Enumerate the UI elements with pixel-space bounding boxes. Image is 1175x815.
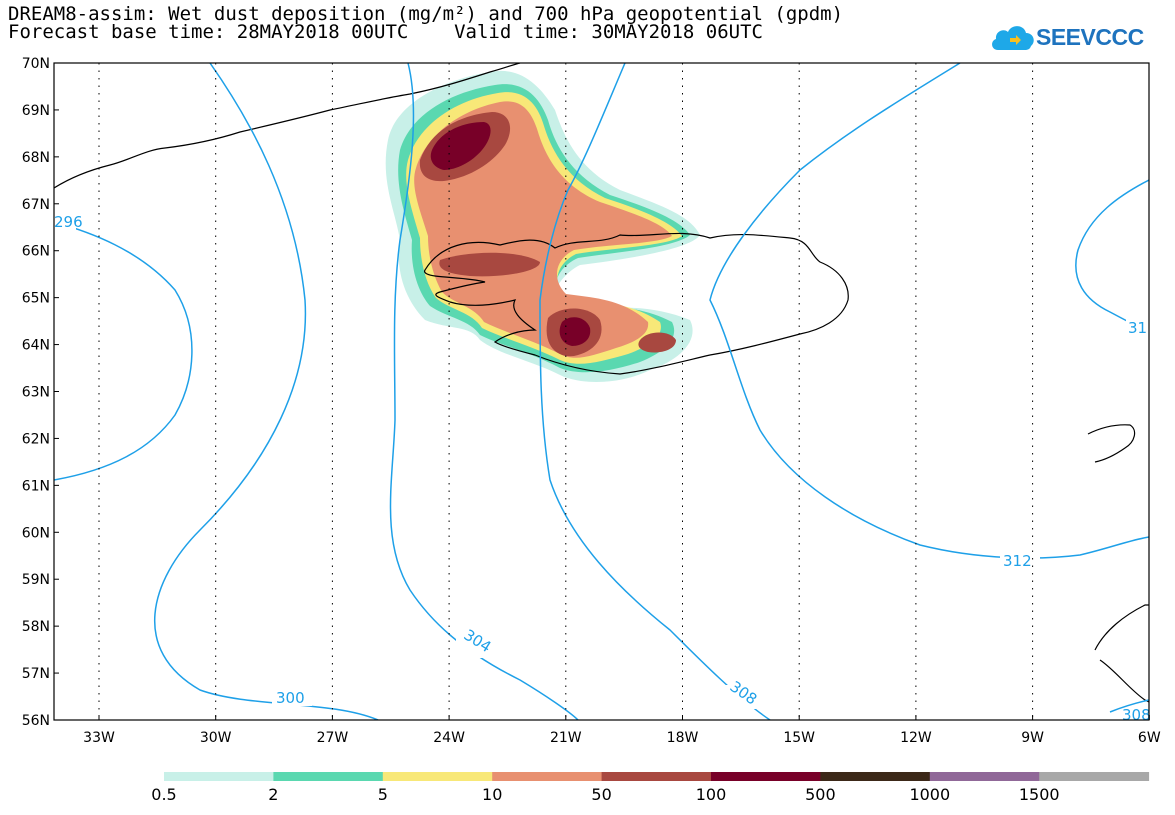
legend-label: 2 <box>268 785 278 804</box>
legend-label: 1000 <box>909 785 950 804</box>
lon-label: 24W <box>433 730 465 746</box>
axis-ticks <box>54 62 1150 721</box>
lat-label: 68N <box>22 150 50 166</box>
legend-swatch <box>492 772 603 781</box>
legend-label: 10 <box>482 785 502 804</box>
lon-label: 18W <box>667 730 699 746</box>
dust-level-50c <box>638 332 676 353</box>
legend-label: 1500 <box>1019 785 1060 804</box>
coastlines <box>54 63 1149 703</box>
legend-swatch <box>382 772 493 781</box>
contour-label-316: 31 <box>1128 319 1147 337</box>
lon-label: 21W <box>550 730 582 746</box>
legend-swatch <box>711 772 821 781</box>
lat-label: 61N <box>22 478 50 494</box>
lat-label: 57N <box>22 666 50 682</box>
legend-swatch <box>929 772 1040 781</box>
lat-label: 67N <box>22 197 50 213</box>
dust-level-100 <box>430 122 491 170</box>
lat-label: 59N <box>22 572 50 588</box>
grid-lines <box>98 63 1034 720</box>
lon-label: 30W <box>200 730 232 746</box>
logo-text: SEEVCCC <box>1036 24 1144 50</box>
lon-label: 12W <box>900 730 932 746</box>
contour-308 <box>539 63 771 720</box>
lat-label: 58N <box>22 619 50 635</box>
legend-label: 5 <box>378 785 388 804</box>
contour-304 <box>389 63 579 720</box>
lat-label: 69N <box>22 103 50 119</box>
lon-label: 15W <box>783 730 815 746</box>
lat-tick-labels: 70N 69N 68N 67N 66N 65N 64N 63N 62N 61N 60N 59N 58N 5… <box>22 56 50 729</box>
contour-label-300: 300 <box>276 689 305 707</box>
contour-312 <box>709 63 1149 559</box>
lon-label: 27W <box>317 730 349 746</box>
legend-label: 500 <box>805 785 836 804</box>
lon-label: 6W <box>1138 730 1161 746</box>
legend-label: 0.5 <box>151 785 176 804</box>
lat-label: 66N <box>22 244 50 260</box>
lon-label: 9W <box>1021 730 1044 746</box>
contour-296 <box>54 221 193 481</box>
chart-title: DREAM8-assim: Wet dust deposition (mg/m²… <box>8 3 844 25</box>
legend-swatch <box>820 772 931 781</box>
lat-label: 56N <box>22 713 50 729</box>
contour-label-296: 296 <box>54 213 83 231</box>
dust-level-50d <box>439 252 540 277</box>
legend-swatch <box>273 772 384 781</box>
lat-label: 70N <box>22 56 50 72</box>
lat-label: 65N <box>22 291 50 307</box>
contour-label-308b: 308 <box>1122 706 1151 724</box>
lon-tick-labels: 33W 30W 27W 24W 21W 18W 15W 12W 9W 6W <box>83 730 1161 746</box>
seevccc-logo: SEEVCCC <box>990 20 1160 60</box>
cloud-logo-icon <box>992 26 1034 50</box>
chart-subtitle: Forecast base time: 28MAY2018 00UTC Vali… <box>8 21 763 43</box>
contour-label-312: 312 <box>1003 552 1032 570</box>
contour-308b <box>1109 699 1149 713</box>
legend-label: 100 <box>696 785 727 804</box>
geopotential-contours <box>54 63 1149 720</box>
legend-swatch <box>601 772 712 781</box>
lat-label: 62N <box>22 431 50 447</box>
legend-label: 50 <box>591 785 611 804</box>
lat-label: 63N <box>22 385 50 401</box>
legend-swatch <box>1039 772 1150 781</box>
lat-label: 64N <box>22 338 50 354</box>
lat-label: 60N <box>22 525 50 541</box>
faroe-coast <box>1087 424 1136 463</box>
dust-level-100b <box>559 317 591 346</box>
legend-swatch <box>164 772 274 781</box>
lon-label: 33W <box>83 730 115 746</box>
iceland-coast <box>423 232 849 375</box>
dust-shading <box>385 70 700 382</box>
greenland-coast <box>54 63 521 189</box>
scotland-coast <box>1094 604 1149 703</box>
contour-300 <box>153 63 379 720</box>
